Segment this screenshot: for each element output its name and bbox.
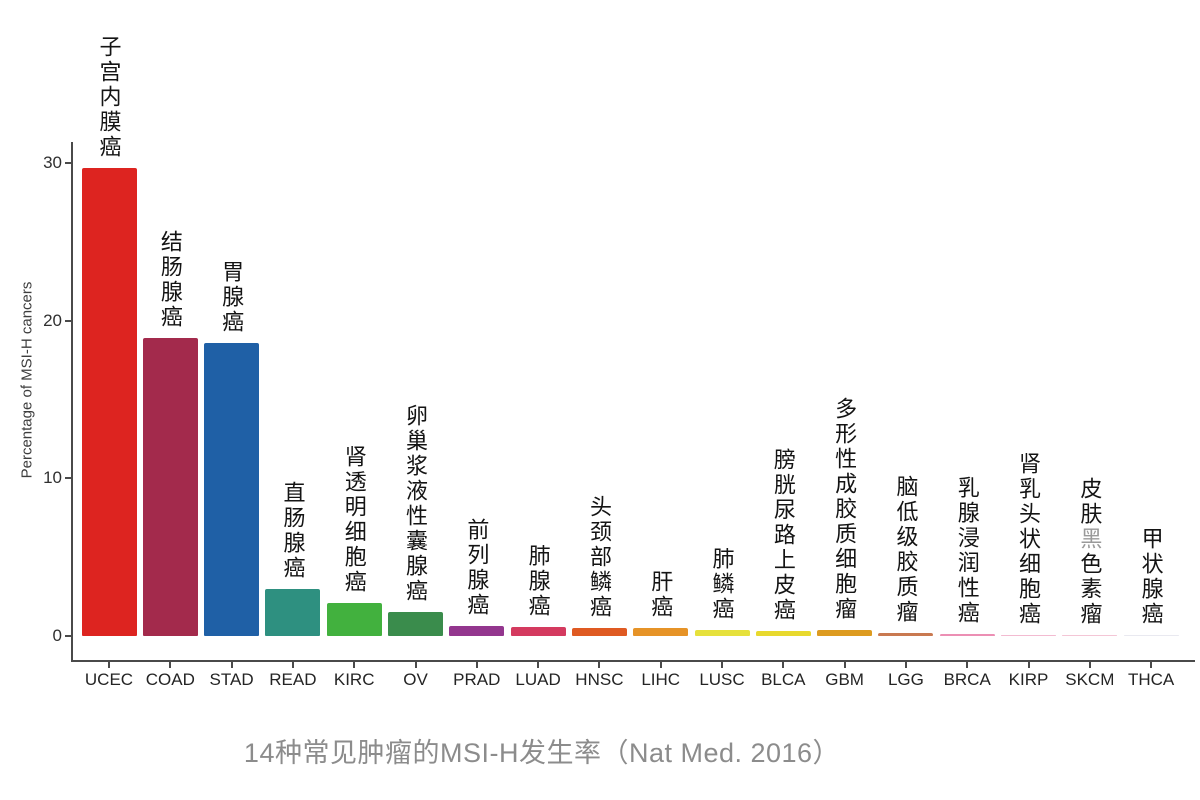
- x-axis-line: [71, 660, 1195, 662]
- bar-label-cn-BLCA: 膀胱尿路上皮癌: [770, 447, 796, 623]
- bar-LUAD: [510, 627, 566, 636]
- x-tick-label-STAD: STAD: [209, 670, 254, 689]
- bar-label-cn-KIRP: 肾乳头状细胞癌: [1016, 451, 1042, 627]
- y-tick-mark: [65, 635, 71, 637]
- bar-label-cn-HNSC: 头颈部鳞癌: [586, 495, 612, 621]
- bar-LGG: [878, 632, 934, 636]
- bar-label-cn-STAD: 胃腺癌: [219, 259, 245, 335]
- x-tick-mark-GBM: [843, 662, 846, 668]
- bar-STAD: [204, 342, 260, 636]
- bar-SKCM: [1062, 634, 1118, 636]
- bar-label-cn-OV: 卵巢浆液性囊腺癌: [403, 404, 429, 605]
- bar-label-cn-PRAD: 前列腺癌: [464, 518, 490, 619]
- bar-KIRP: [1001, 634, 1056, 636]
- y-tick-mark: [65, 319, 71, 322]
- x-tick-label-THCA: THCA: [1127, 670, 1175, 689]
- bar-HNSC: [571, 628, 627, 636]
- bar-label-cn-SKCM: 皮肤黑色素瘤: [1077, 476, 1103, 627]
- bar-label-cn-COAD: 结肠腺癌: [157, 229, 183, 330]
- bar-GBM: [817, 630, 873, 636]
- chart-title: 14种常见肿瘤的MSI-H发生率（Nat Med. 2016）: [243, 738, 841, 768]
- bar-label-cn-KIRC: 肾透明细胞癌: [341, 444, 367, 595]
- x-tick-mark-THCA: [1150, 662, 1153, 668]
- x-tick-mark-SKCM: [1088, 662, 1091, 668]
- bar-label-cn-LUAD: 肺腺癌: [525, 544, 551, 620]
- x-tick-label-COAD: COAD: [145, 670, 195, 689]
- bar-label-cn-READ: 直肠腺癌: [280, 480, 306, 581]
- x-tick-mark-KIRC: [353, 662, 356, 668]
- x-tick-label-PRAD: PRAD: [453, 670, 501, 689]
- bar-label-cn-UCEC: 子宫内膜癌: [96, 34, 122, 160]
- x-tick-mark-READ: [291, 662, 294, 668]
- bar-label-cn-THCA: 甲状腺癌: [1138, 526, 1164, 627]
- bar-BRCA: [939, 634, 995, 636]
- y-tick-label: 20: [43, 310, 62, 330]
- x-tick-label-LUSC: LUSC: [699, 670, 745, 689]
- bar-label-cn-LUSC: 肺鳞癌: [709, 546, 735, 622]
- y-tick-mark: [65, 477, 71, 480]
- x-tick-mark-HNSC: [598, 662, 601, 668]
- x-tick-label-KIRP: KIRP: [1008, 670, 1049, 689]
- bar-label-cn-LIHC: 肝癌: [648, 570, 674, 621]
- bar-READ: [265, 588, 321, 636]
- x-tick-label-BLCA: BLCA: [761, 670, 806, 689]
- bar-BLCA: [755, 630, 811, 636]
- y-tick-label: 10: [43, 468, 62, 488]
- bar-OV: [388, 612, 443, 636]
- bar-LUSC: [694, 629, 750, 636]
- x-tick-mark-BLCA: [782, 662, 785, 668]
- x-tick-mark-BRCA: [966, 662, 969, 668]
- x-tick-mark-OV: [414, 662, 417, 668]
- x-tick-label-OV: OV: [403, 670, 428, 689]
- bar-THCA: [1123, 634, 1179, 636]
- bar-label-cn-BRCA: 乳腺浸润性癌: [954, 476, 980, 627]
- x-tick-mark-UCEC: [108, 662, 110, 668]
- x-tick-mark-PRAD: [475, 662, 478, 668]
- bar-COAD: [142, 337, 198, 636]
- x-tick-label-BRCA: BRCA: [943, 670, 991, 689]
- x-tick-mark-LUAD: [537, 662, 540, 668]
- bar-label-cn-GBM: 多形性成胶质细胞瘤: [832, 397, 858, 623]
- y-tick-label: 30: [43, 152, 62, 172]
- x-tick-mark-COAD: [169, 662, 172, 668]
- x-tick-label-KIRC: KIRC: [333, 670, 375, 689]
- y-axis-line: [71, 142, 73, 662]
- y-tick-label: 0: [52, 626, 62, 645]
- x-tick-label-SKCM: SKCM: [1065, 670, 1115, 689]
- x-tick-label-GBM: GBM: [825, 670, 864, 689]
- bar-UCEC: [81, 167, 137, 636]
- x-tick-mark-LIHC: [659, 662, 662, 668]
- x-tick-label-UCEC: UCEC: [84, 670, 134, 689]
- x-tick-label-LGG: LGG: [887, 670, 924, 689]
- bar-PRAD: [449, 626, 505, 636]
- bar-label-cn-LGG: 脑低级胶质瘤: [893, 474, 919, 625]
- x-tick-mark-STAD: [230, 662, 233, 668]
- y-tick-mark: [65, 161, 71, 164]
- x-tick-mark-LUSC: [721, 662, 723, 668]
- x-tick-label-READ: READ: [269, 670, 317, 689]
- bar-LIHC: [633, 628, 689, 636]
- x-tick-label-LUAD: LUAD: [515, 670, 561, 689]
- x-tick-mark-KIRP: [1027, 662, 1030, 668]
- x-tick-label-LIHC: LIHC: [641, 670, 681, 689]
- x-tick-mark-LGG: [904, 662, 907, 668]
- x-tick-label-HNSC: HNSC: [575, 670, 624, 689]
- bar-KIRC: [326, 602, 382, 636]
